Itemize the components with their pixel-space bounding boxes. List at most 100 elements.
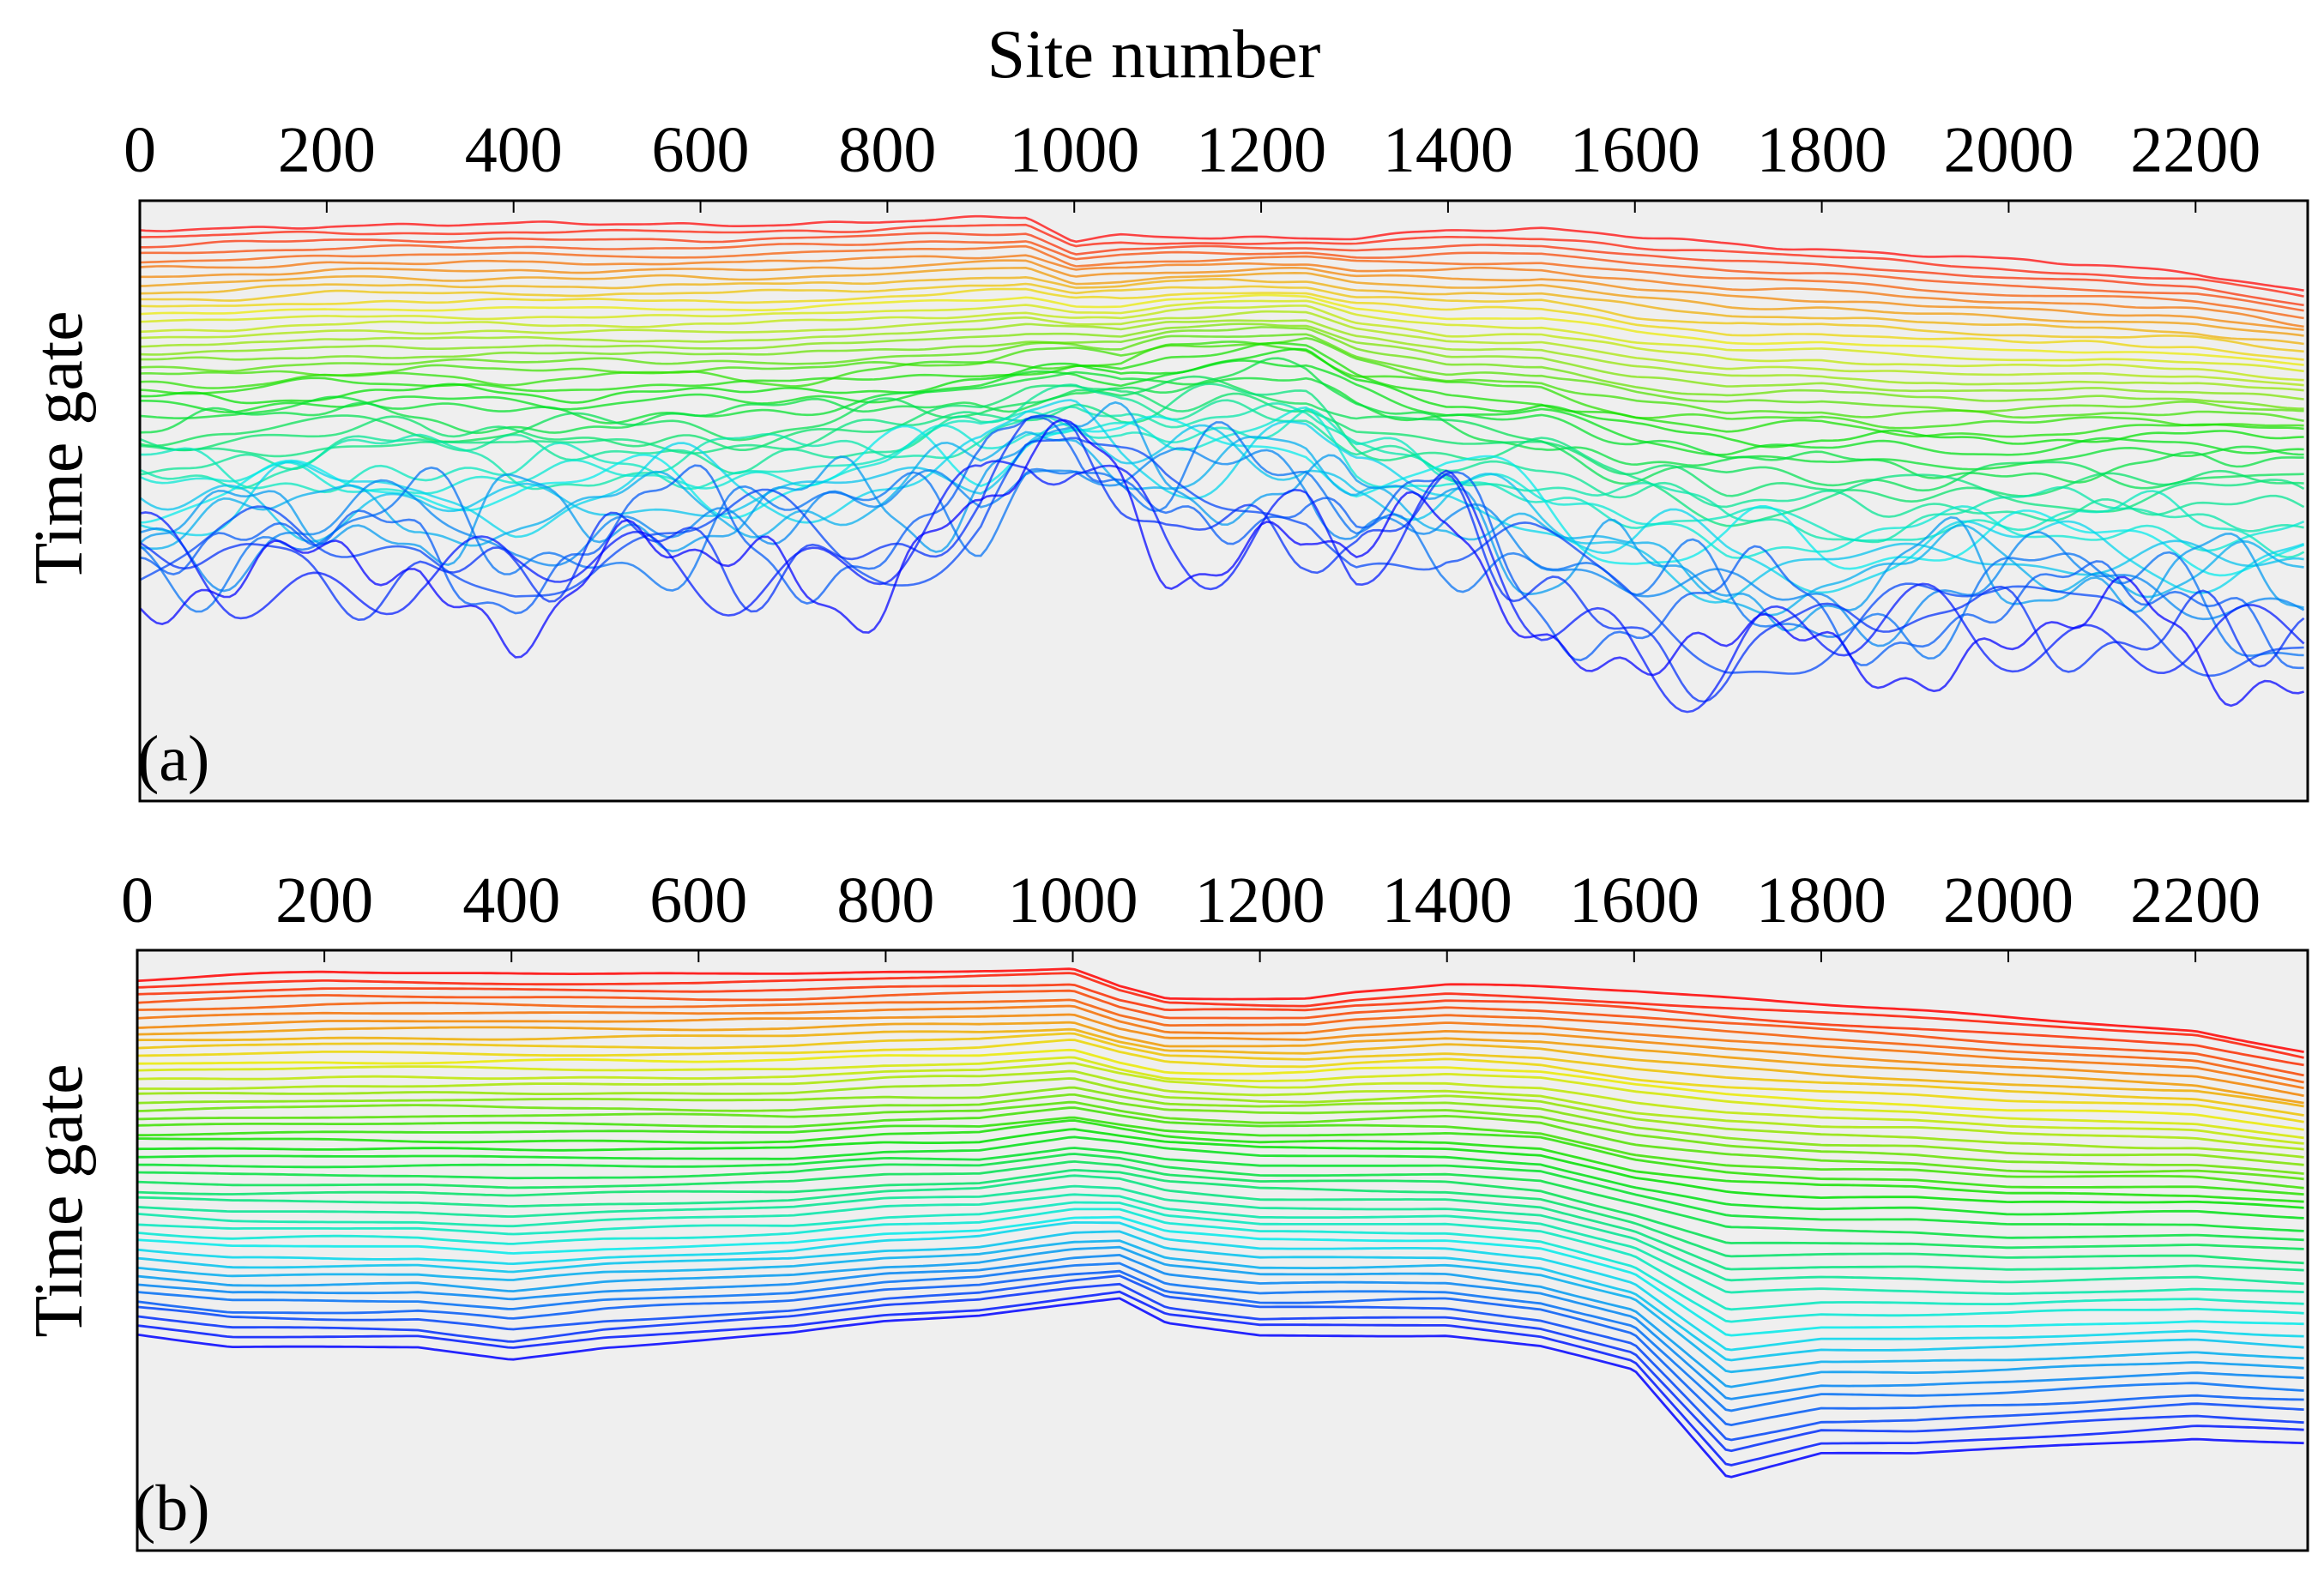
- series-line-gate-44: [137, 1290, 2304, 1467]
- series-line-gate-10: [137, 1032, 2304, 1117]
- series-line-gate-8: [140, 266, 2304, 337]
- x-tick-label: 1000: [1008, 864, 1138, 937]
- series-line-gate-36: [140, 422, 2304, 604]
- series-line-gate-39: [140, 447, 2305, 647]
- series-line-gate-29: [137, 1174, 2304, 1272]
- series-line-gate-25: [137, 1147, 2304, 1232]
- series-line-gate-11: [140, 287, 2304, 361]
- series-line-gate-4: [140, 240, 2304, 312]
- series-line-gate-19: [137, 1100, 2304, 1181]
- y-axis-label: Time gate: [21, 1063, 97, 1337]
- panel-b: 0 200 400 600 800 1000 1200 1400 1600 1800 2000 220…: [21, 864, 2309, 1552]
- series-line-gate-30: [137, 1184, 2304, 1286]
- series-line-gate-13: [137, 1056, 2304, 1140]
- series-line-gate-36: [137, 1230, 2304, 1362]
- series-line-gate-37: [137, 1239, 2304, 1374]
- series-line-gate-21: [137, 1116, 2304, 1196]
- series-line-gate-42: [137, 1274, 2304, 1442]
- series-line-gate-18: [137, 1093, 2304, 1175]
- series-line-gate-28: [137, 1168, 2304, 1265]
- series-line-gate-24: [140, 359, 2304, 456]
- series-line-gate-40: [140, 421, 2304, 660]
- series-line-gate-40: [137, 1262, 2304, 1412]
- series-line-gate-41: [140, 416, 2304, 670]
- series-line-gate-42: [140, 437, 2304, 678]
- series-line-gate-14: [140, 304, 2304, 382]
- series-line-gate-3: [140, 232, 2304, 307]
- series-line-gate-26: [137, 1153, 2304, 1242]
- x-tick-label: 0: [124, 114, 156, 186]
- x-tick-label: 1600: [1569, 864, 1699, 937]
- series-line-gate-13: [140, 299, 2304, 373]
- series-line-gate-15: [140, 310, 2304, 387]
- series-line-gate-1: [137, 967, 2304, 1053]
- series-line-gate-7: [137, 1013, 2304, 1098]
- series-line-gate-30: [140, 383, 2305, 522]
- series-line-gate-15: [137, 1069, 2304, 1151]
- series-line-gate-3: [137, 983, 2304, 1067]
- series-line-gate-32: [137, 1201, 2304, 1311]
- panel-label: (a): [137, 723, 209, 795]
- x-tick-label: 1200: [1195, 864, 1325, 937]
- series-line-gate-4: [137, 989, 2304, 1077]
- series-line-gate-9: [137, 1027, 2304, 1108]
- series-line-gate-17: [140, 322, 2304, 401]
- x-tick-label: 2200: [2130, 864, 2261, 937]
- series-line-gate-6: [140, 254, 2304, 328]
- x-tick-label: 1800: [1756, 864, 1886, 937]
- series-line-gate-34: [137, 1215, 2304, 1337]
- series-line-gate-28: [140, 384, 2304, 503]
- series-line-gate-27: [137, 1159, 2304, 1250]
- series-line-gate-9: [140, 275, 2304, 346]
- series-line-gate-14: [137, 1062, 2304, 1145]
- x-tick-label: 1800: [1757, 114, 1887, 186]
- series-line-gate-6: [137, 1004, 2304, 1090]
- x-tick-label: 400: [462, 864, 560, 937]
- panel-a: 0 200 400 600 800 1000 1200 1400 1600 1800 2000 220…: [21, 114, 2309, 803]
- series-line-gate-20: [137, 1106, 2304, 1190]
- series-line-gate-45: [137, 1297, 2304, 1479]
- x-tick-label: 600: [649, 864, 747, 937]
- series-line-gate-2: [137, 972, 2304, 1059]
- series-line-gate-35: [137, 1220, 2304, 1352]
- top-axis-title: Site number: [987, 17, 1321, 93]
- series-line-gate-31: [140, 402, 2304, 544]
- series-line-gate-23: [137, 1128, 2304, 1209]
- series-line-gate-43: [137, 1282, 2304, 1453]
- series-line-gate-33: [140, 406, 2305, 559]
- x-tick-label: 1600: [1570, 114, 1700, 186]
- series-line-gate-35: [140, 399, 2305, 594]
- series-line-gate-12: [140, 293, 2304, 366]
- plot-frame: [138, 199, 2309, 803]
- x-tick-label: 0: [121, 864, 154, 937]
- series-line-gate-39: [137, 1253, 2304, 1400]
- series-line-gate-8: [137, 1021, 2304, 1105]
- series-line-gate-16: [137, 1077, 2304, 1159]
- series-line-gate-7: [140, 259, 2304, 331]
- x-tick-label: 2000: [1943, 114, 2073, 186]
- series-line-gate-22: [140, 341, 2304, 438]
- series-line-gate-37: [140, 431, 2304, 617]
- panel-label: (b): [134, 1473, 210, 1545]
- series-line-gate-10: [140, 282, 2304, 353]
- series-line-gate-33: [137, 1208, 2304, 1323]
- series-line-gate-2: [140, 223, 2304, 298]
- series-line-gate-44: [140, 460, 2305, 714]
- series-line-gate-31: [137, 1193, 2304, 1295]
- series-line-gate-16: [140, 319, 2304, 392]
- x-tick-label: 1200: [1196, 114, 1326, 186]
- series-line-gate-22: [137, 1119, 2304, 1203]
- x-tick-label: 800: [836, 864, 934, 937]
- series-line-gate-38: [140, 401, 2304, 632]
- series-line-gate-19: [140, 333, 2304, 413]
- series-line-gate-5: [140, 244, 2304, 320]
- series-line-gate-5: [137, 998, 2304, 1084]
- y-axis-label: Time gate: [21, 310, 97, 584]
- x-tick-label: 800: [838, 114, 936, 186]
- series-line-gate-11: [137, 1039, 2304, 1123]
- series-line-gate-38: [137, 1245, 2304, 1388]
- series-line-gate-34: [140, 415, 2305, 577]
- x-tick-label: 600: [652, 114, 750, 186]
- series-line-gate-27: [140, 375, 2304, 492]
